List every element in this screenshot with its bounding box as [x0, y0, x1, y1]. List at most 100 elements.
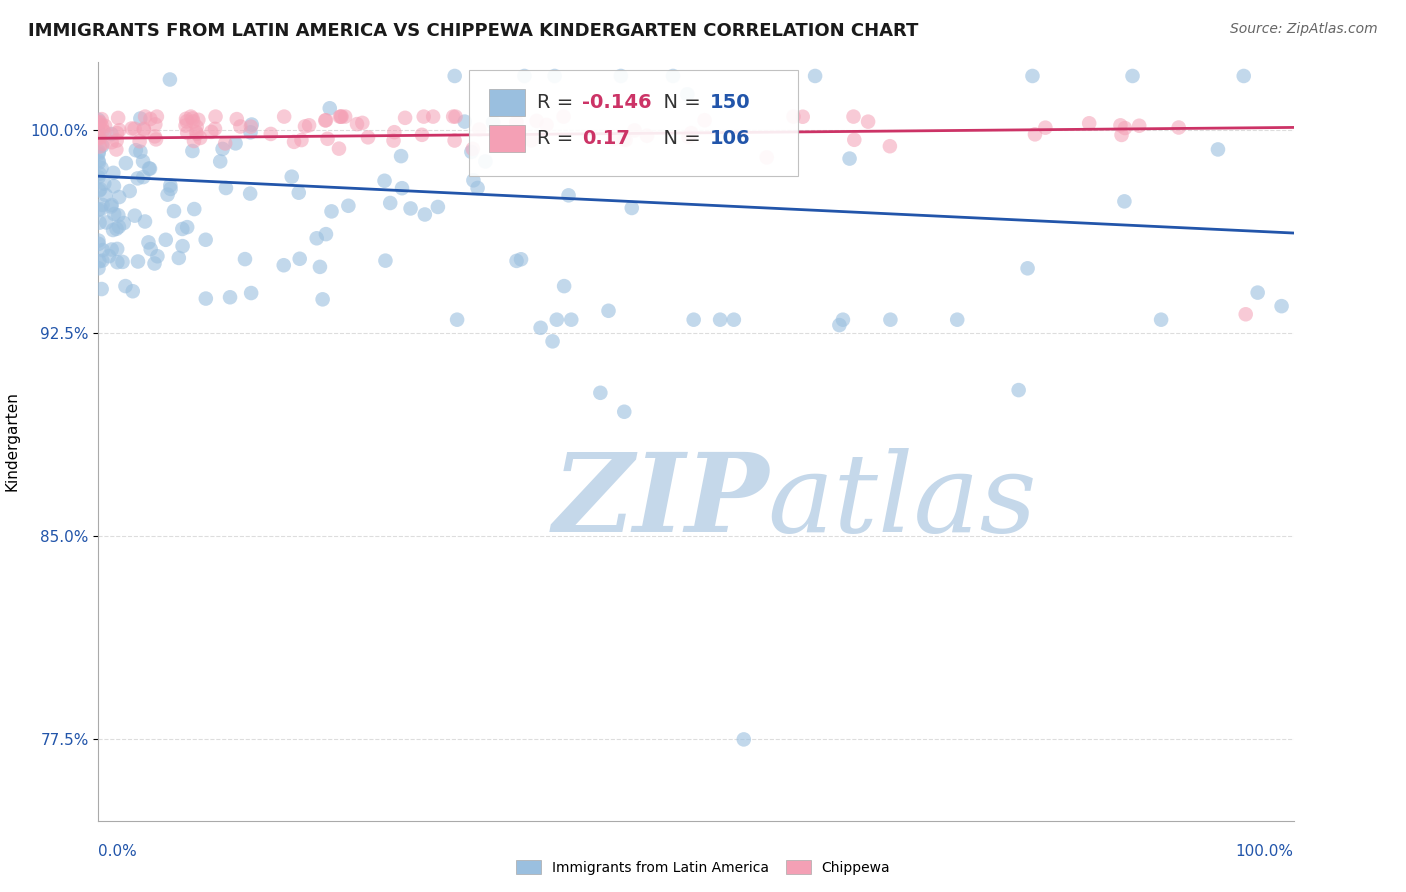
Point: [444, 110, 467, 124]
Point: [804, 69, 827, 83]
Point: [273, 110, 295, 124]
Point: [108, 219, 131, 234]
Point: [239, 125, 262, 139]
Point: [181, 112, 204, 126]
Point: [181, 114, 204, 128]
Point: [329, 110, 352, 124]
Point: [87, 145, 110, 159]
Point: [87, 146, 110, 161]
Point: [194, 292, 217, 306]
Point: [856, 114, 879, 128]
Point: [219, 290, 242, 304]
Point: [87, 261, 110, 276]
Text: Source: ZipAtlas.com: Source: ZipAtlas.com: [1230, 22, 1378, 37]
Point: [172, 239, 194, 253]
Point: [89, 254, 111, 268]
Point: [290, 133, 312, 147]
Point: [294, 120, 316, 134]
Point: [108, 123, 131, 137]
Point: [553, 279, 575, 293]
Point: [225, 136, 247, 151]
Point: [1206, 143, 1229, 157]
Point: [328, 142, 350, 156]
Point: [1234, 307, 1257, 321]
Point: [128, 134, 150, 148]
Point: [107, 208, 129, 222]
Point: [105, 255, 128, 269]
Point: [100, 200, 122, 214]
Point: [474, 154, 496, 169]
Text: 106: 106: [710, 128, 751, 148]
Point: [93, 125, 115, 139]
Point: [422, 110, 444, 124]
Point: [146, 110, 169, 124]
Point: [156, 187, 179, 202]
Point: [1021, 69, 1043, 83]
Point: [333, 110, 356, 124]
Point: [105, 126, 128, 140]
Point: [1233, 69, 1256, 83]
Point: [87, 170, 110, 185]
Point: [239, 186, 262, 201]
Point: [103, 179, 125, 194]
Point: [287, 186, 309, 200]
Point: [374, 253, 396, 268]
Point: [1078, 116, 1101, 130]
Point: [107, 111, 129, 125]
Point: [89, 167, 111, 181]
Point: [352, 116, 374, 130]
Point: [1008, 383, 1031, 397]
Point: [467, 181, 489, 195]
Point: [1114, 121, 1136, 136]
Y-axis label: Kindergarten: Kindergarten: [4, 392, 20, 491]
Point: [187, 112, 209, 127]
Point: [194, 233, 217, 247]
Point: [112, 216, 135, 230]
FancyBboxPatch shape: [489, 89, 524, 116]
Point: [682, 312, 704, 326]
Text: IMMIGRANTS FROM LATIN AMERICA VS CHIPPEWA KINDERGARTEN CORRELATION CHART: IMMIGRANTS FROM LATIN AMERICA VS CHIPPEW…: [28, 22, 918, 40]
Point: [93, 177, 115, 191]
Point: [186, 125, 208, 139]
Point: [879, 312, 901, 326]
Point: [132, 154, 155, 169]
Point: [946, 312, 969, 326]
Point: [225, 112, 247, 127]
Point: [105, 242, 128, 256]
Point: [89, 182, 111, 196]
Point: [143, 117, 166, 131]
Point: [526, 114, 548, 128]
Point: [134, 110, 156, 124]
Point: [240, 286, 263, 301]
Point: [181, 144, 204, 158]
Point: [180, 110, 202, 124]
Point: [204, 121, 226, 136]
Point: [463, 173, 485, 187]
Point: [101, 223, 124, 237]
Point: [441, 110, 464, 124]
Point: [129, 145, 152, 159]
Point: [105, 134, 128, 148]
Point: [316, 132, 339, 146]
FancyBboxPatch shape: [489, 125, 524, 152]
Point: [1150, 312, 1173, 326]
Point: [159, 182, 181, 196]
Point: [121, 284, 143, 298]
Point: [186, 120, 208, 134]
Point: [346, 117, 368, 131]
Point: [782, 110, 804, 124]
Point: [139, 161, 162, 176]
Point: [832, 312, 855, 326]
Point: [280, 169, 302, 184]
Point: [105, 222, 128, 236]
Point: [838, 152, 860, 166]
Point: [315, 227, 337, 241]
Point: [91, 243, 114, 257]
Point: [91, 123, 114, 137]
Point: [755, 150, 778, 164]
Point: [298, 118, 321, 132]
Point: [1247, 285, 1270, 300]
Legend: Immigrants from Latin America, Chippewa: Immigrants from Latin America, Chippewa: [509, 853, 897, 882]
Point: [337, 199, 360, 213]
Point: [681, 126, 703, 140]
